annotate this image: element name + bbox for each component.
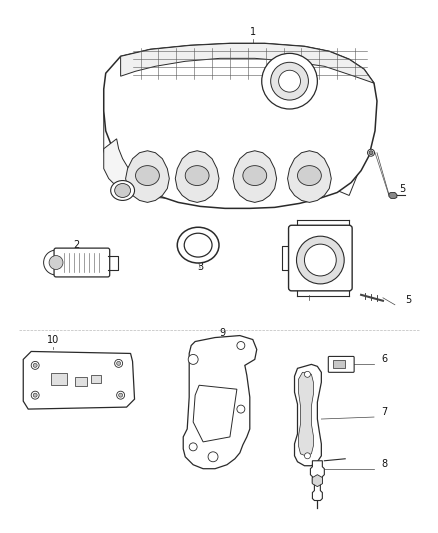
Ellipse shape	[184, 233, 212, 257]
Circle shape	[188, 354, 198, 365]
Polygon shape	[120, 43, 374, 83]
Circle shape	[262, 53, 318, 109]
Circle shape	[297, 236, 344, 284]
Ellipse shape	[185, 166, 209, 185]
Polygon shape	[294, 365, 321, 466]
Circle shape	[117, 361, 120, 365]
Polygon shape	[311, 461, 324, 500]
Circle shape	[279, 70, 300, 92]
Ellipse shape	[297, 166, 321, 185]
Circle shape	[304, 372, 311, 377]
Circle shape	[31, 391, 39, 399]
FancyBboxPatch shape	[333, 360, 345, 368]
Text: 6: 6	[381, 354, 387, 365]
Circle shape	[237, 342, 245, 350]
Circle shape	[117, 391, 124, 399]
Polygon shape	[104, 43, 377, 208]
Polygon shape	[175, 151, 219, 203]
Ellipse shape	[135, 166, 159, 185]
Text: 7: 7	[381, 407, 387, 417]
Polygon shape	[298, 373, 314, 456]
Text: 2: 2	[73, 240, 79, 250]
Circle shape	[367, 149, 374, 156]
FancyBboxPatch shape	[54, 248, 110, 277]
Text: 9: 9	[219, 328, 225, 337]
Circle shape	[119, 393, 123, 397]
Polygon shape	[104, 139, 148, 197]
Ellipse shape	[111, 181, 134, 200]
Circle shape	[31, 361, 39, 369]
FancyBboxPatch shape	[289, 225, 352, 291]
Circle shape	[304, 453, 311, 459]
Circle shape	[33, 393, 37, 397]
Circle shape	[369, 151, 373, 155]
Circle shape	[208, 452, 218, 462]
Text: 5: 5	[399, 184, 405, 195]
Text: 3: 3	[197, 262, 203, 272]
Ellipse shape	[177, 227, 219, 263]
Bar	[75, 377, 87, 386]
FancyBboxPatch shape	[328, 357, 354, 373]
Polygon shape	[389, 192, 397, 198]
Ellipse shape	[115, 183, 131, 197]
Polygon shape	[233, 151, 277, 203]
Polygon shape	[23, 351, 134, 409]
Circle shape	[189, 443, 197, 451]
Circle shape	[304, 244, 336, 276]
Text: 10: 10	[47, 335, 59, 344]
Polygon shape	[312, 475, 322, 487]
Polygon shape	[193, 385, 237, 442]
Circle shape	[115, 359, 123, 367]
Circle shape	[33, 364, 37, 367]
Polygon shape	[104, 58, 369, 198]
Polygon shape	[183, 336, 257, 469]
Polygon shape	[126, 151, 170, 203]
Circle shape	[49, 255, 63, 270]
Text: 8: 8	[381, 459, 387, 469]
Text: 4: 4	[306, 283, 312, 293]
Bar	[51, 373, 67, 385]
Bar	[91, 375, 101, 383]
Circle shape	[271, 62, 308, 100]
Text: 1: 1	[250, 28, 256, 37]
Text: 5: 5	[405, 295, 411, 305]
Ellipse shape	[243, 166, 267, 185]
Polygon shape	[288, 151, 331, 203]
Circle shape	[237, 405, 245, 413]
Circle shape	[44, 250, 68, 275]
